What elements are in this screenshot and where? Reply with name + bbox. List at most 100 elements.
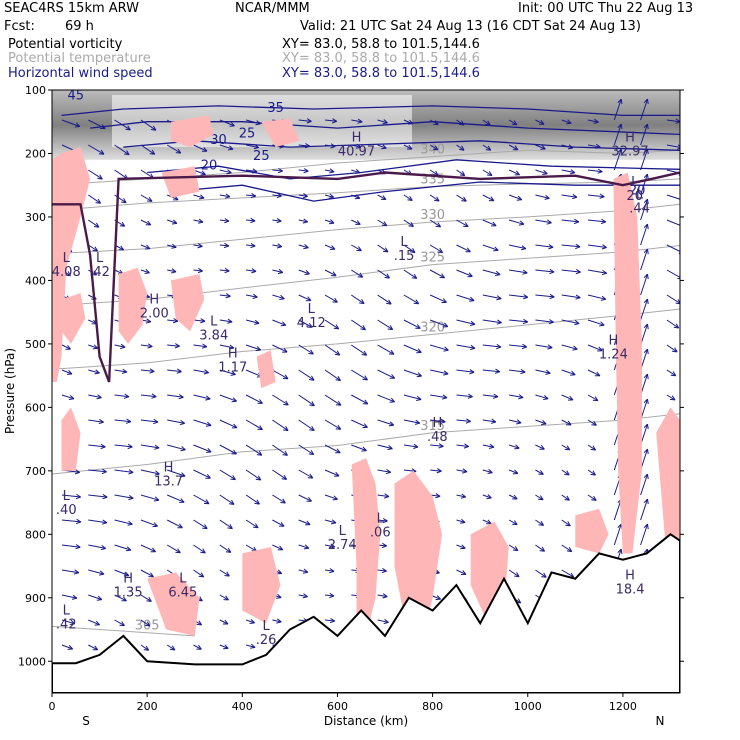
- wind-vector: [403, 119, 413, 125]
- wind-vector-head: [254, 319, 260, 325]
- wind-vector-head: [98, 149, 105, 155]
- wind-vector-head: [309, 401, 315, 407]
- wind-vector-head: [523, 294, 529, 300]
- wind-vector: [272, 419, 289, 432]
- wind-vector-head: [92, 344, 99, 350]
- north-label: N: [656, 714, 665, 728]
- wind-vector-head: [200, 170, 206, 176]
- wind-vector-head: [128, 469, 134, 475]
- wind-vector-head: [566, 420, 572, 426]
- wind-vector-head: [462, 468, 468, 474]
- wind-vector-head: [572, 345, 578, 351]
- wind-vector-head: [518, 394, 524, 400]
- wind-vector: [482, 444, 495, 448]
- theta-contour-label: 305: [135, 619, 160, 634]
- wind-vector-head: [328, 193, 335, 199]
- wind-vector-head: [98, 418, 104, 425]
- wind-vector-head: [282, 450, 288, 456]
- extremum-value-label: .44: [629, 202, 650, 217]
- wind-vector: [561, 469, 570, 476]
- wind-vector: [298, 544, 309, 549]
- wind-vector: [88, 544, 106, 549]
- wind-vector-head: [175, 548, 181, 554]
- wind-vector-head: [229, 121, 235, 127]
- wind-vector-head: [309, 425, 315, 431]
- wind-vector: [429, 144, 439, 151]
- wind-vector: [272, 494, 286, 504]
- wind-vector: [456, 569, 467, 575]
- wind-vector-head: [203, 499, 210, 505]
- wind-vector: [482, 269, 501, 276]
- wind-vector-head: [282, 374, 289, 380]
- wind-vector-head: [460, 570, 467, 575]
- wind-vector-head: [331, 271, 337, 277]
- wind-vector-head: [512, 494, 518, 500]
- wind-vector-head: [330, 143, 336, 149]
- wind-vector-head: [146, 596, 152, 602]
- wind-vector-head: [249, 619, 255, 624]
- wind-vector-head: [250, 192, 257, 199]
- wind-vector: [561, 444, 571, 451]
- wind-vector-head: [223, 595, 229, 601]
- wind-speed-label: 25: [253, 149, 270, 164]
- wind-vector-head: [434, 196, 440, 202]
- wind-vector: [88, 194, 101, 204]
- wind-speed-label: 45: [68, 89, 85, 104]
- wind-vector: [324, 269, 337, 277]
- wind-vector: [403, 419, 420, 424]
- wind-vector: [588, 695, 606, 697]
- wind-vector: [193, 369, 209, 374]
- wind-vector: [245, 369, 263, 378]
- wind-vector-head: [277, 545, 284, 551]
- wind-vector: [219, 594, 229, 601]
- wind-vector-head: [126, 418, 132, 424]
- wind-vector: [324, 444, 341, 454]
- wind-vector: [219, 169, 232, 174]
- wind-vector-head: [280, 321, 287, 327]
- x-tick-label: 800: [422, 700, 443, 713]
- wind-vector: [245, 544, 257, 552]
- wind-vector: [219, 644, 229, 649]
- wind-vector-head: [231, 423, 238, 429]
- wind-vector-head: [120, 343, 126, 349]
- wind-vector-head: [487, 171, 493, 176]
- wind-vector: [482, 469, 493, 474]
- wind-vector-head: [197, 267, 203, 274]
- y-tick-label: 300: [25, 211, 46, 224]
- wind-vector-head: [467, 272, 473, 278]
- wind-vector: [219, 544, 232, 553]
- wind-vector-head: [389, 374, 396, 379]
- wind-vector: [535, 344, 553, 349]
- wind-vector-head: [307, 323, 313, 328]
- wind-vector-head: [201, 343, 208, 349]
- wind-vector-head: [201, 147, 208, 152]
- wind-vector: [88, 119, 106, 130]
- wind-vector-head: [407, 195, 413, 201]
- wind-vector: [219, 269, 230, 272]
- wind-vector-head: [599, 193, 605, 199]
- wind-vector-head: [227, 318, 233, 324]
- wind-vector-head: [382, 119, 388, 125]
- wind-vector-head: [255, 346, 262, 352]
- wind-vector: [298, 444, 314, 455]
- wind-vector: [114, 594, 127, 602]
- wind-vector-head: [96, 394, 102, 400]
- wind-vector-head: [149, 368, 155, 374]
- wind-vector-head: [93, 222, 100, 228]
- wind-vector: [324, 219, 335, 224]
- wind-vector-head: [591, 420, 597, 426]
- wind-vector-head: [331, 118, 338, 124]
- wind-vector: [324, 619, 335, 622]
- wind-vector: [298, 469, 314, 479]
- wind-vector: [429, 169, 439, 176]
- wind-vector: [561, 219, 579, 223]
- wind-vector-head: [362, 375, 368, 381]
- wind-vector: [351, 144, 361, 148]
- wind-vector-head: [549, 268, 555, 275]
- wind-vector: [483, 695, 499, 705]
- wind-vector-head: [254, 499, 260, 505]
- wind-vector-head: [540, 144, 546, 150]
- wind-vector: [324, 344, 341, 356]
- wind-vector: [378, 695, 393, 702]
- wind-vector: [403, 469, 417, 472]
